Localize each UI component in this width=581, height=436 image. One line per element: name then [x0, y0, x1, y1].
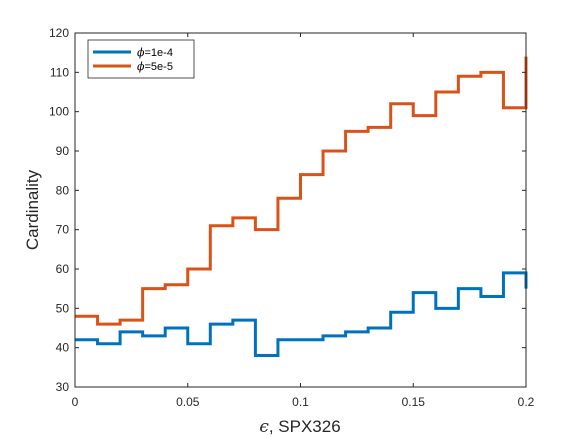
- x-axis-label: ϵ, SPX326: [259, 417, 340, 436]
- series-line-2: [75, 56, 528, 326]
- x-tick-label: 0: [72, 395, 79, 409]
- x-tick-label: 0.05: [176, 395, 200, 409]
- y-axis-label: Cardinality: [23, 169, 42, 250]
- y-tick-label: 50: [56, 301, 70, 315]
- legend: ϕ=1e-4 ϕ=5e-5: [87, 39, 195, 79]
- x-axis-label-text: , SPX326: [269, 417, 341, 436]
- legend-label-2-text: =5e-5: [145, 61, 173, 73]
- legend-label-1-symbol: ϕ: [137, 46, 145, 59]
- series-line-1: [75, 271, 528, 358]
- x-tick-label: 0.2: [518, 395, 535, 409]
- legend-label-1: ϕ=1e-4: [137, 46, 173, 59]
- tick-layer: 0 0.05 0.1 0.15 0.2 30 40 50 60 70 80 90 100 110 120: [49, 26, 535, 409]
- y-tick-label: 100: [49, 105, 69, 119]
- x-axis-label-symbol: ϵ: [259, 417, 269, 436]
- y-tick-label: 90: [56, 144, 70, 158]
- legend-box: [87, 39, 195, 79]
- legend-label-2-symbol: ϕ: [137, 60, 145, 73]
- x-tick-label: 0.15: [402, 395, 426, 409]
- y-tick-label: 110: [50, 65, 69, 79]
- series-layer: [75, 56, 528, 358]
- y-tick-label: 60: [56, 262, 70, 276]
- y-tick-label: 80: [56, 183, 70, 197]
- y-tick-label: 120: [49, 26, 69, 40]
- legend-label-1-text: =1e-4: [145, 47, 173, 59]
- y-tick-label: 30: [56, 380, 70, 394]
- y-tick-label: 70: [56, 223, 70, 237]
- legend-label-2: ϕ=5e-5: [137, 60, 173, 73]
- x-tick-label: 0.1: [292, 395, 309, 409]
- y-tick-label: 40: [56, 341, 70, 355]
